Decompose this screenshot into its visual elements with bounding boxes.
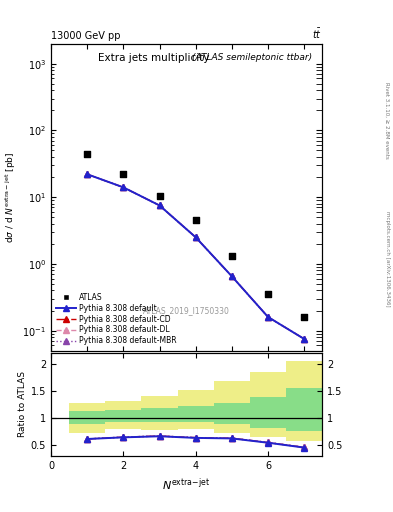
Bar xyxy=(286,388,322,431)
Text: 13000 GeV pp: 13000 GeV pp xyxy=(51,31,121,41)
Point xyxy=(84,150,90,158)
Bar xyxy=(178,406,214,422)
Text: Extra jets multiplicity: Extra jets multiplicity xyxy=(98,53,210,63)
Point xyxy=(265,290,271,298)
Text: $t\bar{t}$: $t\bar{t}$ xyxy=(312,27,322,41)
Text: Rivet 3.1.10, ≥ 2.8M events: Rivet 3.1.10, ≥ 2.8M events xyxy=(385,82,389,159)
Bar xyxy=(69,403,105,433)
Bar xyxy=(105,401,141,429)
Bar xyxy=(214,381,250,433)
Point xyxy=(301,313,307,321)
Bar xyxy=(178,390,214,429)
Point xyxy=(156,191,163,200)
Bar xyxy=(250,397,286,428)
Text: ATLAS_2019_I1750330: ATLAS_2019_I1750330 xyxy=(143,306,230,315)
Bar xyxy=(250,372,286,437)
Legend: ATLAS, Pythia 8.308 default, Pythia 8.308 default-CD, Pythia 8.308 default-DL, P: ATLAS, Pythia 8.308 default, Pythia 8.30… xyxy=(55,291,178,347)
Y-axis label: d$\sigma$ / d $N^{\mathrm{extra-jet}}$ [pb]: d$\sigma$ / d $N^{\mathrm{extra-jet}}$ [… xyxy=(4,152,18,243)
Bar xyxy=(286,361,322,441)
Point xyxy=(229,252,235,261)
Bar xyxy=(214,403,250,424)
Bar xyxy=(69,412,105,424)
Y-axis label: Ratio to ATLAS: Ratio to ATLAS xyxy=(18,372,27,437)
Text: (ATLAS semileptonic ttbar): (ATLAS semileptonic ttbar) xyxy=(192,53,312,62)
Text: mcplots.cern.ch [arXiv:1306.3436]: mcplots.cern.ch [arXiv:1306.3436] xyxy=(385,211,389,306)
Bar xyxy=(141,408,178,422)
Point xyxy=(193,216,199,224)
Point xyxy=(120,170,127,178)
X-axis label: $N^{\mathrm{extra\!-\!jet}}$: $N^{\mathrm{extra\!-\!jet}}$ xyxy=(162,476,211,493)
Bar xyxy=(141,396,178,430)
Bar xyxy=(105,410,141,422)
